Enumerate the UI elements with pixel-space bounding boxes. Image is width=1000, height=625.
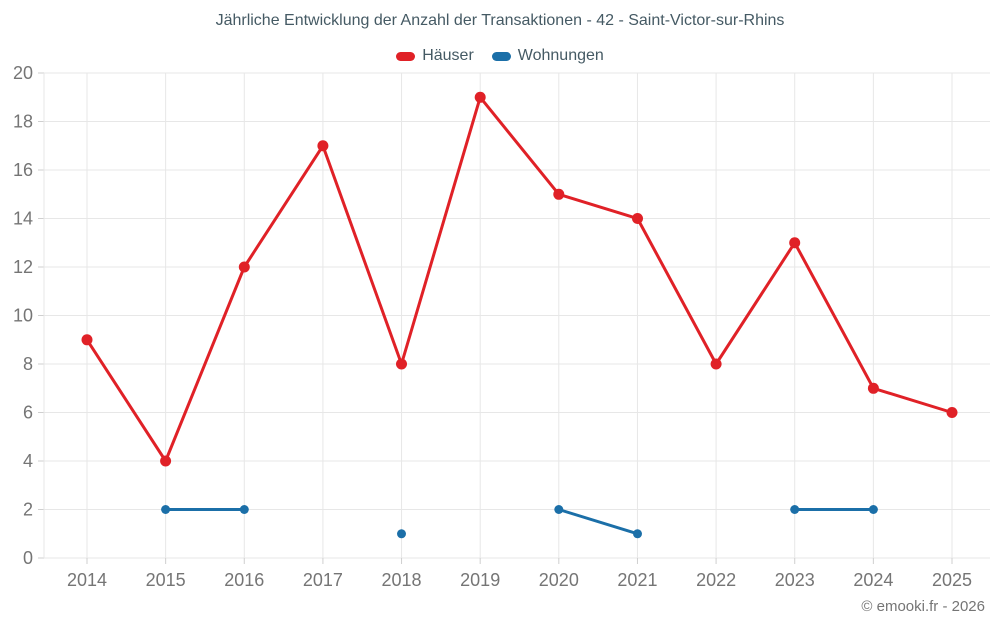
y-axis-label: 6 bbox=[23, 403, 33, 423]
x-axis-label: 2025 bbox=[932, 570, 972, 590]
x-axis-label: 2014 bbox=[67, 570, 107, 590]
y-axis-label: 14 bbox=[13, 209, 33, 229]
data-point-marker[interactable] bbox=[867, 382, 879, 394]
legend-swatch-wohnungen-icon bbox=[491, 51, 511, 61]
legend: Häuser Wohnungen bbox=[0, 47, 1000, 65]
x-axis-label: 2024 bbox=[853, 570, 893, 590]
legend-label-haeuser: Häuser bbox=[422, 47, 474, 64]
y-axis-label: 2 bbox=[23, 500, 33, 520]
y-axis-label: 12 bbox=[13, 257, 33, 277]
y-axis-label: 16 bbox=[13, 160, 33, 180]
y-axis-label: 4 bbox=[23, 451, 33, 471]
data-point-marker[interactable] bbox=[160, 455, 172, 467]
x-axis-label: 2019 bbox=[460, 570, 500, 590]
x-axis-label: 2016 bbox=[224, 570, 264, 590]
chart-title: Jährliche Entwicklung der Anzahl der Tra… bbox=[215, 12, 785, 29]
legend-label-wohnungen: Wohnungen bbox=[517, 47, 604, 64]
data-point-marker[interactable] bbox=[789, 237, 801, 249]
y-axis-label: 18 bbox=[13, 112, 33, 132]
data-point-marker[interactable] bbox=[553, 188, 565, 200]
data-point-marker[interactable] bbox=[946, 407, 958, 418]
x-axis-label: 2021 bbox=[617, 570, 657, 590]
x-axis-label: 2015 bbox=[146, 570, 186, 590]
series-line-1 bbox=[164, 508, 875, 536]
x-axis-label: 2020 bbox=[539, 570, 579, 590]
data-point-marker[interactable] bbox=[868, 505, 878, 514]
x-axis-label: 2017 bbox=[303, 570, 343, 590]
legend-item-haeuser[interactable]: Häuser bbox=[396, 47, 474, 65]
y-axis-label: 20 bbox=[13, 63, 33, 83]
legend-swatch-haeuser-icon bbox=[396, 51, 416, 61]
copyright-watermark: © emooki.fr - 2026 bbox=[861, 598, 985, 615]
data-point-marker[interactable] bbox=[81, 334, 93, 346]
data-point-marker[interactable] bbox=[397, 529, 406, 539]
y-axis-label: 0 bbox=[23, 548, 33, 568]
data-point-marker[interactable] bbox=[632, 213, 643, 224]
data-point-marker[interactable] bbox=[161, 505, 171, 514]
legend-item-wohnungen[interactable]: Wohnungen bbox=[491, 47, 604, 65]
x-axis-label: 2018 bbox=[382, 570, 422, 590]
data-point-marker[interactable] bbox=[239, 505, 249, 514]
x-axis-label: 2023 bbox=[775, 570, 815, 590]
data-point-marker[interactable] bbox=[396, 358, 407, 370]
data-point-marker[interactable] bbox=[554, 505, 564, 514]
data-point-marker[interactable] bbox=[790, 505, 800, 514]
data-point-marker[interactable] bbox=[317, 140, 329, 152]
data-point-marker[interactable] bbox=[238, 261, 250, 273]
series-line-0 bbox=[85, 95, 954, 463]
data-point-marker[interactable] bbox=[710, 358, 722, 370]
y-axis-label: 8 bbox=[23, 354, 33, 374]
x-axis-label: 2022 bbox=[696, 570, 736, 590]
y-axis-label: 10 bbox=[13, 306, 33, 326]
data-point-marker[interactable] bbox=[633, 529, 642, 539]
data-point-marker[interactable] bbox=[474, 91, 486, 103]
